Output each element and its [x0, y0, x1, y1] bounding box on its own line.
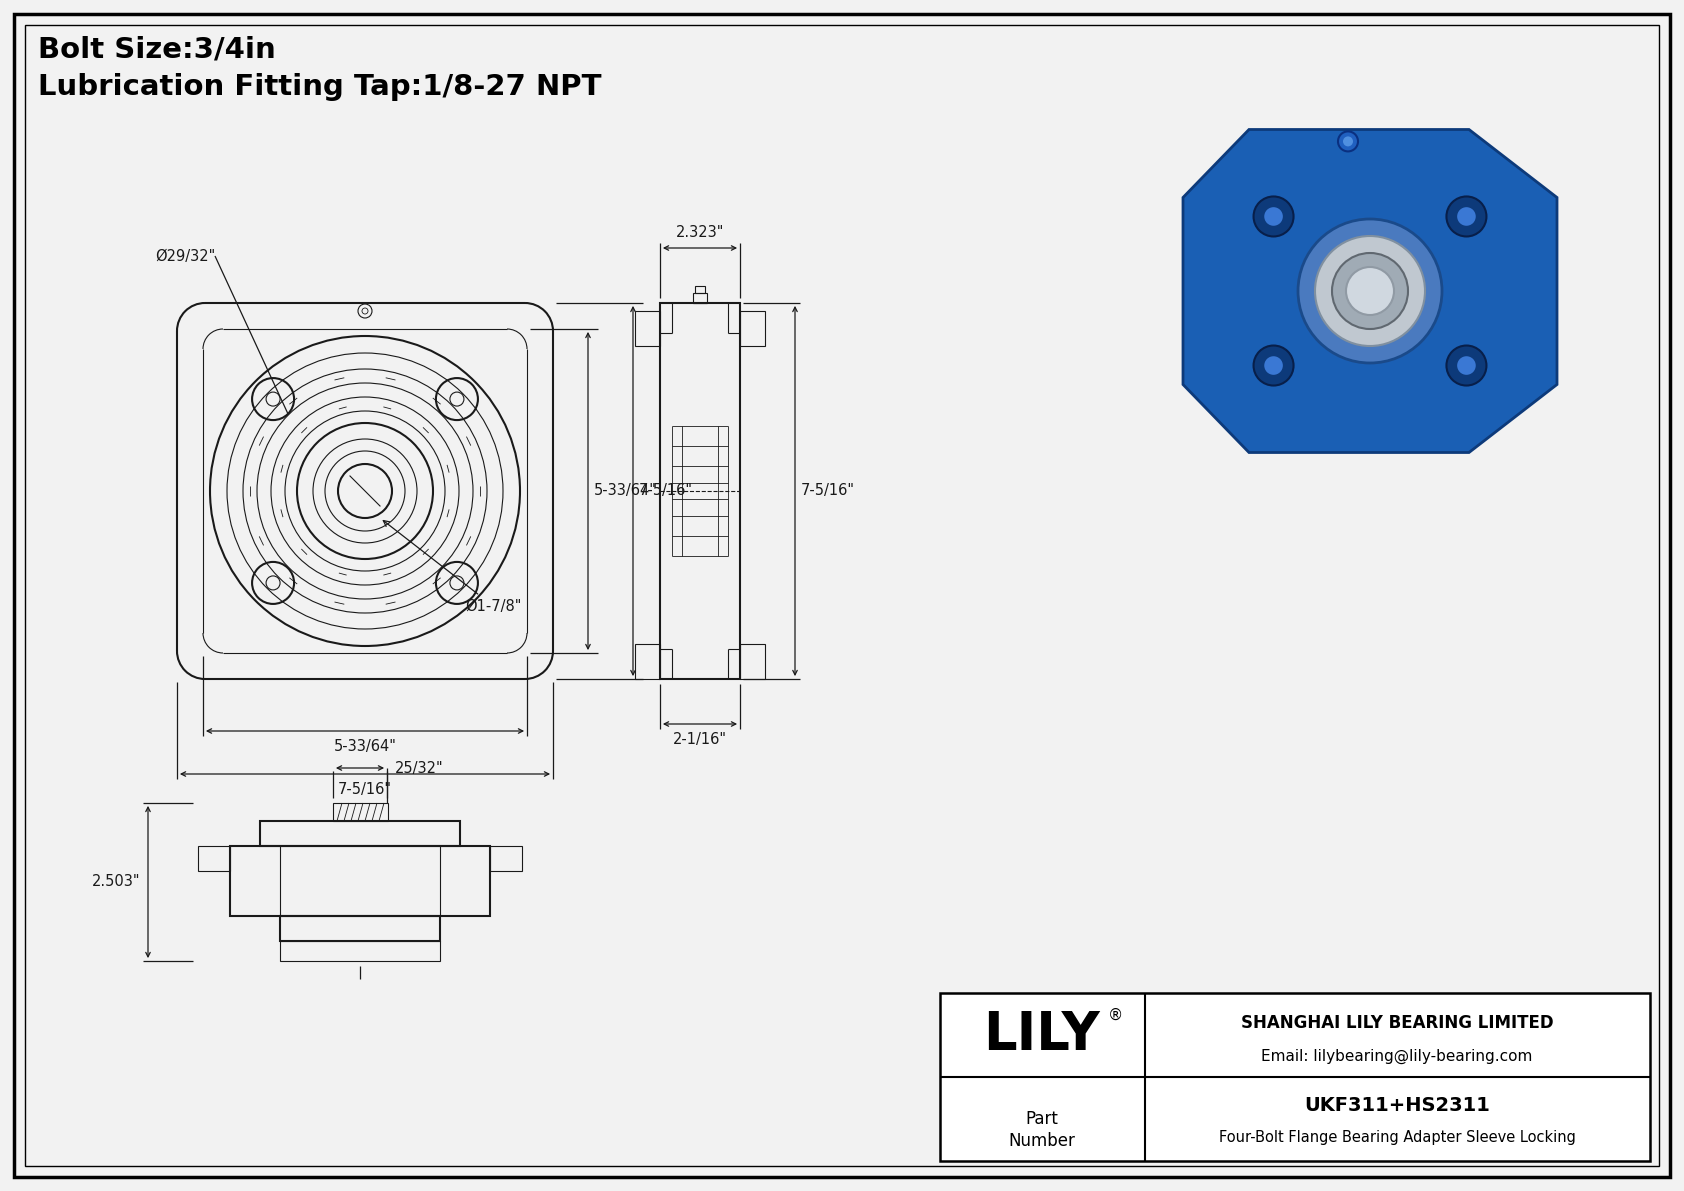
Bar: [739, 644, 765, 679]
Text: SHANGHAI LILY BEARING LIMITED: SHANGHAI LILY BEARING LIMITED: [1241, 1015, 1553, 1033]
Circle shape: [1253, 197, 1293, 237]
Text: Four-Bolt Flange Bearing Adapter Sleeve Locking: Four-Bolt Flange Bearing Adapter Sleeve …: [1219, 1130, 1576, 1145]
Circle shape: [1263, 206, 1283, 226]
Bar: [259, 821, 460, 846]
Circle shape: [1339, 131, 1357, 151]
Circle shape: [1457, 356, 1477, 375]
Text: Ø1-7/8": Ø1-7/8": [384, 520, 522, 613]
Circle shape: [1344, 137, 1352, 146]
Text: ®: ®: [1108, 1008, 1123, 1023]
Circle shape: [1315, 236, 1425, 347]
Circle shape: [1457, 206, 1477, 226]
Bar: [199, 846, 231, 871]
Text: 25/32": 25/32": [396, 761, 443, 775]
Bar: [635, 644, 660, 679]
Bar: [280, 916, 440, 941]
Bar: [490, 846, 522, 871]
Circle shape: [1447, 345, 1487, 386]
Bar: [940, 993, 1650, 1161]
Circle shape: [1298, 219, 1442, 363]
Bar: [231, 846, 490, 916]
Circle shape: [1332, 252, 1408, 329]
Circle shape: [1346, 267, 1394, 314]
Circle shape: [1253, 345, 1293, 386]
Text: UKF311+HS2311: UKF311+HS2311: [1303, 1096, 1490, 1115]
Bar: [739, 311, 765, 347]
Text: Number: Number: [1009, 1131, 1076, 1149]
Circle shape: [1447, 197, 1487, 237]
Text: 2.323": 2.323": [675, 225, 724, 241]
Text: Email: lilybearing@lily-bearing.com: Email: lilybearing@lily-bearing.com: [1261, 1049, 1532, 1065]
Bar: [694, 293, 707, 303]
Text: Part: Part: [1026, 1110, 1059, 1128]
Bar: [635, 311, 660, 347]
Bar: [280, 941, 440, 961]
Polygon shape: [1182, 130, 1558, 453]
Bar: [695, 286, 706, 293]
Text: 2-1/16": 2-1/16": [674, 732, 727, 747]
Text: Ø29/32": Ø29/32": [155, 249, 216, 263]
Text: LILY: LILY: [983, 1009, 1100, 1061]
Bar: [333, 803, 387, 821]
Text: 7-5/16": 7-5/16": [802, 484, 855, 499]
Text: Bolt Size:3/4in: Bolt Size:3/4in: [39, 36, 276, 64]
Text: 5-33/64": 5-33/64": [594, 484, 657, 499]
Text: 7-5/16": 7-5/16": [338, 782, 392, 797]
Text: 5-33/64": 5-33/64": [333, 738, 396, 754]
Text: 7-5/16": 7-5/16": [638, 484, 694, 499]
Circle shape: [1263, 356, 1283, 375]
Bar: [660, 303, 739, 679]
Text: Lubrication Fitting Tap:1/8-27 NPT: Lubrication Fitting Tap:1/8-27 NPT: [39, 73, 601, 101]
Text: 2.503": 2.503": [91, 874, 140, 890]
